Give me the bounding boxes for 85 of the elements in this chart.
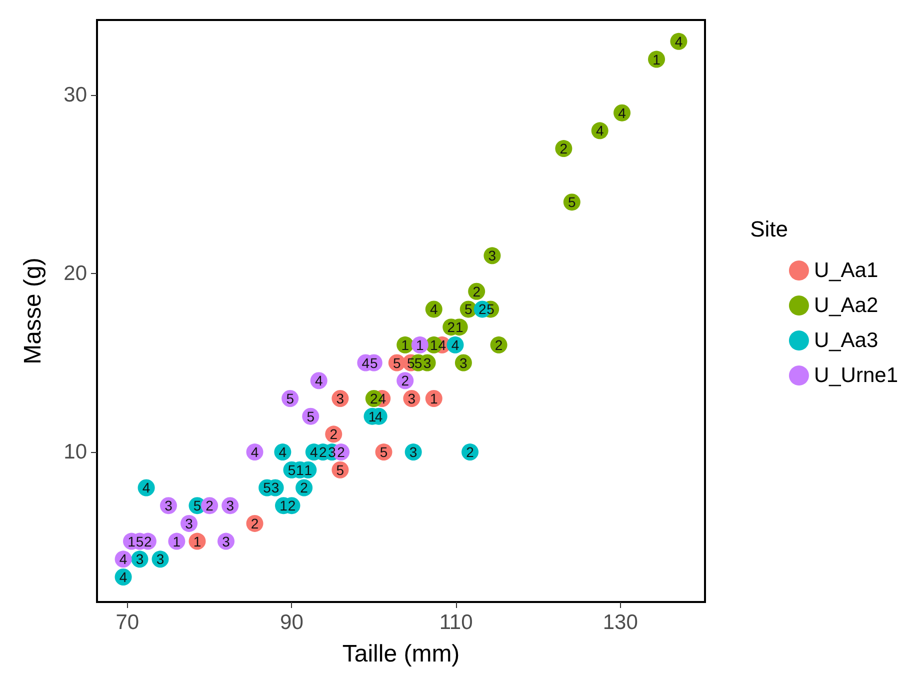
annotation: 3 xyxy=(488,248,496,264)
annotation: 5 xyxy=(414,354,422,371)
annotation: 3 xyxy=(408,390,416,406)
x-tick-label: 70 xyxy=(116,611,140,634)
x-tick-label: 110 xyxy=(439,611,473,634)
annotation: 2 xyxy=(478,301,486,318)
annotation: 1 xyxy=(128,533,136,550)
annotation: 1 xyxy=(416,336,424,353)
annotation: 4 xyxy=(430,301,438,318)
annotation: 4 xyxy=(310,444,318,460)
annotation: 4 xyxy=(596,122,604,139)
annotation: 2 xyxy=(319,444,328,460)
annotation: 2 xyxy=(494,336,503,353)
annotation: 5 xyxy=(193,498,202,514)
annotation: 3 xyxy=(271,480,280,496)
annotation: 1 xyxy=(296,462,304,478)
legend-label: U_Urne1 xyxy=(814,364,898,387)
annotation: 3 xyxy=(409,444,418,460)
annotation: 5 xyxy=(392,354,401,371)
annotation: 2 xyxy=(560,140,568,157)
y-axis-title: Masse (g) xyxy=(20,258,46,364)
annotation: 4 xyxy=(438,336,446,353)
annotation: 1 xyxy=(304,462,312,478)
annotation: 3 xyxy=(222,533,230,550)
annotation: 5 xyxy=(136,533,144,550)
annotation: 2 xyxy=(144,533,152,550)
annotation: 3 xyxy=(136,551,144,568)
annotation: 3 xyxy=(185,515,194,532)
annotation: 1 xyxy=(430,390,438,406)
annotation: 2 xyxy=(401,372,410,389)
annotation: 1 xyxy=(401,336,410,353)
annotation: 2 xyxy=(337,444,346,460)
annotation: 2 xyxy=(370,390,378,406)
annotation: 5 xyxy=(263,480,272,496)
annotation: 5 xyxy=(568,194,576,210)
annotation: 2 xyxy=(447,319,456,336)
annotation: 3 xyxy=(226,498,234,514)
annotation: 5 xyxy=(288,462,296,478)
annotation: 5 xyxy=(306,408,315,424)
annotation: 2 xyxy=(300,480,308,496)
annotation: 1 xyxy=(172,533,181,550)
legend-label: U_Aa1 xyxy=(814,259,878,282)
annotation: 4 xyxy=(374,408,383,424)
annotation: 4 xyxy=(451,336,460,353)
legend-label: U_Aa3 xyxy=(814,329,878,352)
annotation: 1 xyxy=(652,51,661,68)
annotation: 4 xyxy=(618,104,626,121)
x-tick-label: 130 xyxy=(602,611,638,634)
annotation: 4 xyxy=(362,354,370,371)
annotation: 3 xyxy=(156,551,164,568)
x-axis-title: Taille (mm) xyxy=(342,640,460,668)
annotation: 3 xyxy=(164,498,173,514)
annotation: 2 xyxy=(466,444,474,460)
annotation: 2 xyxy=(250,515,259,532)
annotation: 1 xyxy=(280,498,288,514)
annotation: 4 xyxy=(674,33,683,50)
annotation: 1 xyxy=(430,336,438,353)
annotation: 4 xyxy=(314,372,323,389)
annotation: 4 xyxy=(142,480,150,496)
annotation: 4 xyxy=(119,551,128,568)
x-tick-label: 90 xyxy=(280,611,304,634)
annotation: 1 xyxy=(455,319,464,336)
annotation: 5 xyxy=(286,390,294,406)
legend-label: U_Aa2 xyxy=(814,294,878,317)
annotation: 3 xyxy=(460,354,468,371)
annotation: 5 xyxy=(336,462,344,478)
annotation: 2 xyxy=(288,498,296,514)
annotation: 4 xyxy=(250,444,259,460)
annotation: 1 xyxy=(193,533,202,550)
annotation: 2 xyxy=(330,426,338,442)
annotation: 4 xyxy=(119,569,128,586)
annotation: 4 xyxy=(278,444,287,460)
annotation: 4 xyxy=(378,390,386,406)
annotation: 3 xyxy=(336,390,344,406)
annotation: 1 xyxy=(368,408,376,424)
annotation: 2 xyxy=(206,498,214,514)
annotation: 5 xyxy=(464,301,472,318)
annotation: 3 xyxy=(423,354,432,371)
legend-title: Site xyxy=(750,216,788,242)
y-tick-label: 20 xyxy=(64,262,87,286)
annotation: 2 xyxy=(472,283,481,300)
annotation: 5 xyxy=(370,354,378,371)
y-tick-label: 10 xyxy=(64,440,87,464)
annotation: 5 xyxy=(380,444,388,460)
y-tick-label: 30 xyxy=(64,83,87,106)
